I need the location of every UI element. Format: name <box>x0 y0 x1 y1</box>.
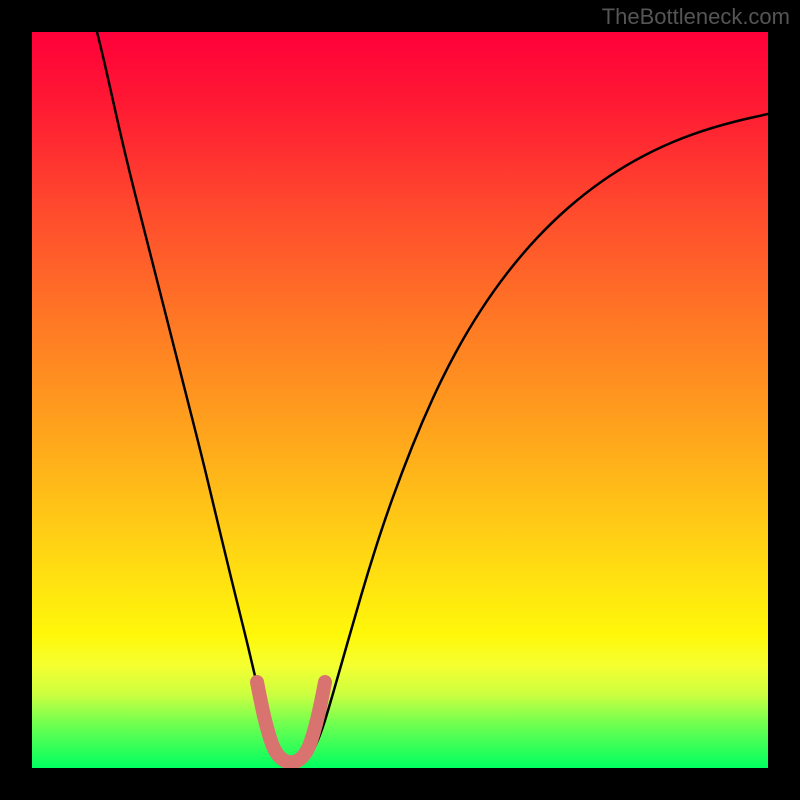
watermark-text: TheBottleneck.com <box>602 4 790 30</box>
bottleneck-curve <box>97 32 768 763</box>
chart-svg <box>32 32 768 768</box>
chart-plot-area <box>32 32 768 768</box>
bottleneck-highlight <box>257 682 325 762</box>
